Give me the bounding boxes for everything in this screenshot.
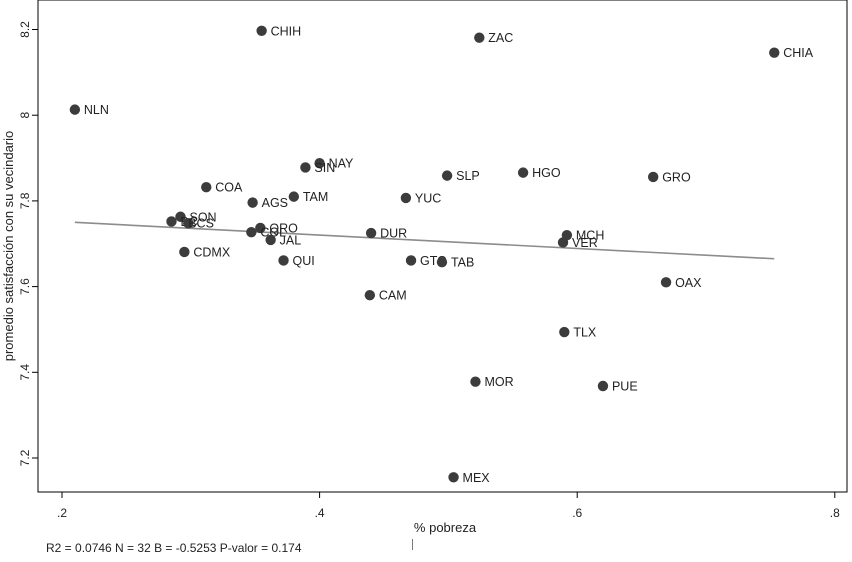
data-point-chia [769, 47, 780, 58]
data-point-tlx [559, 326, 570, 338]
x-axis-title: % pobreza [414, 520, 477, 535]
x-tick-label: .8 [830, 506, 840, 520]
data-point-oax [660, 277, 672, 288]
data-point-zac [474, 32, 485, 43]
point-label-pue: PUE [612, 380, 638, 394]
point-label-tab: TAB [451, 256, 474, 270]
y-tick-label: 7.6 [18, 278, 32, 295]
data-point-son [175, 211, 186, 222]
y-axis-title: promedio satisfacción con su vecindario [1, 131, 16, 362]
point-label-nln: NLN [84, 103, 109, 117]
data-point-slp [441, 170, 453, 181]
point-label-col: COL [260, 226, 286, 240]
data-point-nay [314, 157, 325, 169]
point-label-gro: GRO [662, 170, 691, 184]
point-label-qro: QRO [269, 221, 298, 235]
point-label-ags: AGS [262, 196, 288, 210]
point-label-slp: SLP [456, 169, 480, 183]
data-point-yuc [400, 192, 412, 204]
y-tick-label: 7.2 [18, 449, 32, 466]
y-tick-label: 7.4 [18, 364, 32, 381]
data-point-hgo [517, 167, 529, 178]
point-label-dur: DUR [380, 227, 407, 241]
data-point-nln [69, 104, 81, 115]
point-label-cdmx: CDMX [193, 245, 230, 259]
point-label-tlx: TLX [573, 326, 597, 340]
point-label-tam: TAM [303, 190, 328, 204]
data-point-mor [470, 376, 481, 387]
y-tick-label: 8 [18, 112, 32, 119]
point-label-zac: ZAC [488, 31, 513, 45]
point-label-chia: CHIA [783, 46, 814, 60]
point-label-ver: VER [572, 236, 598, 250]
regression-stats: R2 = 0.0746 N = 32 B = -0.5253 P-valor =… [46, 541, 302, 555]
data-point-chih [256, 25, 267, 36]
data-point-tam [288, 191, 300, 202]
point-label-sin: SIN [314, 161, 335, 175]
point-label-nay: NAY [329, 157, 354, 171]
data-point-ver [557, 237, 569, 248]
data-point-bcs [183, 217, 194, 229]
data-point-qui [278, 255, 289, 266]
data-point-coa [201, 181, 212, 193]
data-point-cdmx [179, 246, 190, 258]
point-label-jal: JAL [280, 233, 302, 247]
x-tick-label: .2 [57, 506, 67, 520]
point-label-qui: QUI [293, 254, 315, 268]
data-point-mex [448, 472, 459, 483]
point-label-mex: MEX [463, 471, 491, 485]
data-point-gto [405, 255, 417, 266]
text-cursor [412, 539, 413, 550]
point-label-mch: MCH [576, 229, 604, 243]
data-point-bc [166, 216, 177, 227]
point-label-son: SON [189, 210, 216, 224]
point-label-hgo: HGO [532, 166, 561, 180]
y-axis: 7.2 7.4 7.6 7.8 8 8.2 [18, 21, 38, 466]
data-point-gro [647, 171, 659, 183]
data-point-col [246, 226, 257, 238]
point-label-coa: COA [215, 181, 243, 195]
data-point-tab [436, 256, 448, 268]
fit-line-layer [74, 221, 775, 260]
data-points-layer: NLNCHIHZACCHIANAYSINGROCOATAMYUCSONBCBCS… [69, 24, 814, 485]
data-point-cam [364, 289, 376, 301]
point-label-yuc: YUC [415, 191, 441, 205]
data-point-jal [265, 234, 276, 246]
point-label-chih: CHIH [271, 24, 302, 38]
y-tick-label: 7.8 [18, 192, 32, 209]
point-label-cam: CAM [379, 289, 407, 303]
plot-frame [37, 0, 848, 493]
data-point-pue [597, 380, 609, 392]
data-point-ags [247, 197, 258, 208]
point-label-oax: OAX [675, 276, 702, 290]
data-point-dur [365, 227, 377, 239]
y-tick-label: 8.2 [18, 21, 32, 38]
point-label-bcs: BCS [188, 217, 214, 231]
x-tick-label: .4 [315, 506, 325, 520]
x-axis: .2 .4 .6 .8 [57, 492, 840, 520]
data-point-qro [255, 222, 266, 234]
data-point-sin [300, 162, 311, 173]
x-tick-label: .6 [572, 506, 582, 520]
fit-line [74, 221, 775, 260]
point-label-mor: MOR [484, 375, 513, 389]
